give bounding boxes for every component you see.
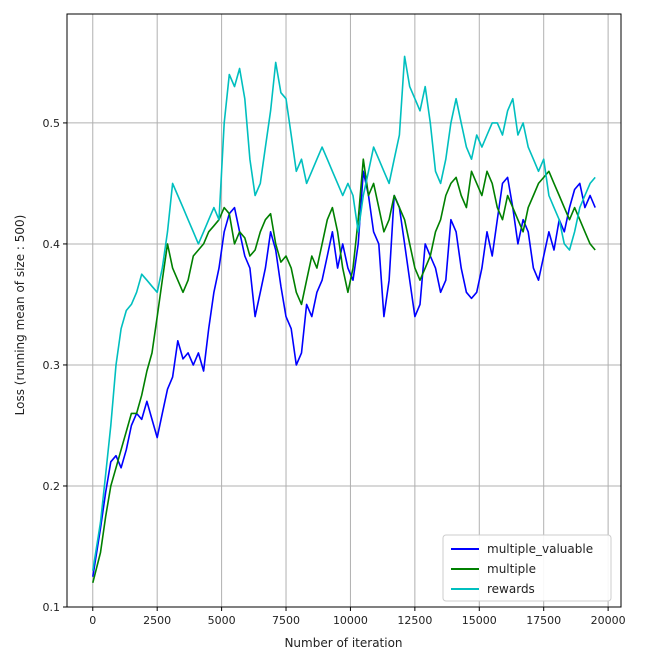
axes: [63, 13, 622, 611]
grid-lines: [67, 14, 621, 608]
y-axis-title: Loss (running mean of size : 500): [13, 215, 27, 416]
y-tick-label: 0.2: [43, 480, 61, 493]
tick-labels: 0 2500 5000 7500 10000 12500 15000 17500 20000 0.…: [43, 117, 626, 627]
x-tick-label: 7500: [272, 614, 300, 627]
legend-label: multiple_valuable: [487, 542, 593, 556]
series-lines: [92, 55, 596, 583]
x-tick-label: 15000: [462, 614, 497, 627]
series-line-multiple: [92, 158, 596, 583]
y-tick-label: 0.5: [43, 117, 61, 130]
x-tick-label: 10000: [333, 614, 368, 627]
series-line-multiple-valuable: [92, 170, 596, 577]
x-tick-label: 12500: [397, 614, 432, 627]
x-tick-label: 17500: [526, 614, 561, 627]
y-tick-label: 0.4: [43, 238, 61, 251]
x-tick-label: 5000: [208, 614, 236, 627]
series-line-rewards: [92, 55, 596, 571]
legend: multiple_valuable multiple rewards: [442, 534, 612, 602]
x-tick-label: 0: [89, 614, 96, 627]
legend-box: [442, 534, 612, 602]
y-tick-label: 0.3: [43, 359, 61, 372]
x-axis-title: Number of iteration: [284, 636, 402, 650]
legend-label: rewards: [487, 582, 535, 596]
x-tick-label: 2500: [143, 614, 171, 627]
y-tick-label: 0.1: [43, 601, 61, 614]
x-tick-label: 20000: [591, 614, 626, 627]
plot-frame: [66, 13, 622, 608]
legend-label: multiple: [487, 562, 536, 576]
